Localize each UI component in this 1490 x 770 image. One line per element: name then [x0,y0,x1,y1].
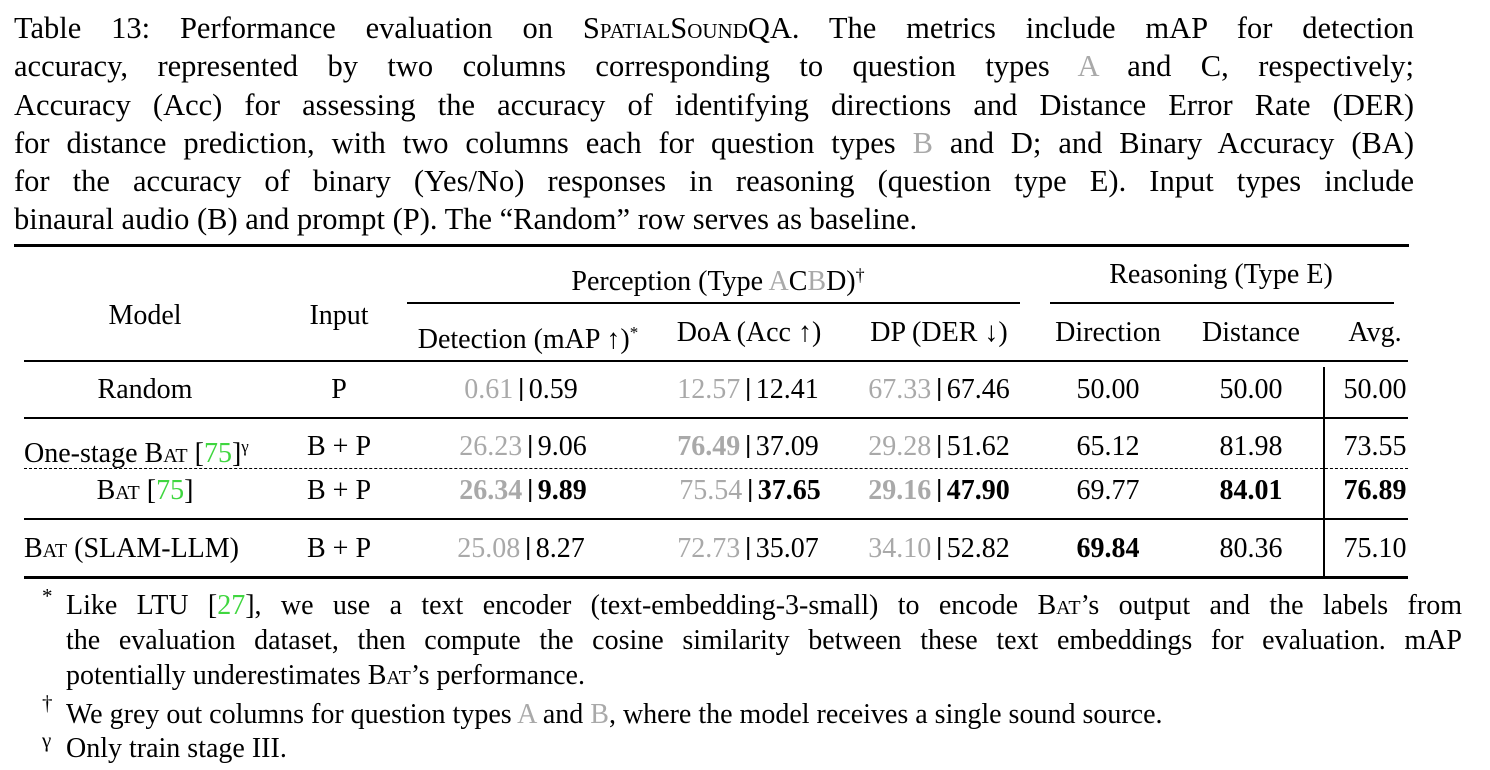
detection-cell: 0.61 0.59 [464,374,578,405]
dataset-name: SpatialSound [582,11,748,45]
direction-cell: 50.00 [1076,374,1140,405]
distance-column-header: Distance [1202,317,1300,348]
direction-cell: 69.84 [1076,533,1140,564]
distance-cell: 81.98 [1219,431,1283,462]
caption-line: Table 13: Performance evaluation on Spat… [14,11,1414,45]
avg-cell: 73.55 [1343,431,1407,462]
table-caption: Table 13: Performance evaluation on Spat… [14,9,1414,239]
reasoning-group-header: Reasoning (Type E) [1109,259,1333,290]
detection-cell: 26.34 9.89 [459,475,587,506]
doa-cell: 75.54 37.65 [679,475,821,506]
avg-cell: 75.10 [1343,533,1407,564]
table-cell: B + P [306,533,372,564]
model-column-header: Model [108,300,182,331]
avg-column-header: Avg. [1348,317,1402,348]
citation-link[interactable]: 75 [156,475,185,506]
footnote-dagger: We grey out columns for question types A… [66,699,1163,730]
row-bat-model: Bat [75] [96,475,194,506]
citation-link[interactable]: 27 [217,590,246,621]
caption-line: for distance prediction, with two column… [14,125,1415,160]
caption-line: Accuracy (Acc) for assessing the accurac… [14,87,1414,122]
distance-cell: 80.36 [1219,533,1283,564]
citation-link[interactable]: 75 [203,438,232,469]
direction-cell: 69.77 [1076,475,1140,506]
direction-cell: 65.12 [1076,431,1140,462]
distance-cell: 50.00 [1219,374,1283,405]
avg-column-divider [1323,367,1325,577]
doa-column-header: DoA (Acc ↑) [676,317,822,348]
footnote-gamma: Only train stage III. [66,733,287,764]
row-separator [24,518,1408,520]
reasoning-group-rule [1050,302,1394,304]
row-one-stage-bat-model: One-stage Bat [75]γ [24,437,249,469]
footnote-star: Like LTU [27], we use a text encoder (te… [66,590,1462,691]
doa-cell: 12.57 12.41 [677,374,819,405]
avg-cell: 76.89 [1343,475,1407,506]
dp-cell: 67.33 67.46 [868,374,1010,405]
caption-line: accuracy, represented by two columns cor… [14,49,1415,84]
detection-cell: 25.08 8.27 [457,533,585,564]
distance-cell: 84.01 [1219,475,1283,506]
row-random-model: Random [97,374,193,405]
header-bottom-rule [24,360,1408,362]
doa-cell: 72.73 35.07 [677,533,819,564]
doa-cell: 76.49 37.09 [677,431,819,462]
dp-column-header: DP (DER ↓) [870,317,1008,348]
table-cell: P [331,374,347,405]
table-cell: B + P [306,475,372,506]
table-cell: B + P [306,431,372,462]
dp-cell: 29.28 51.62 [868,431,1010,462]
avg-cell: 50.00 [1343,374,1407,405]
dp-cell: 29.16 47.90 [868,475,1010,506]
dp-cell: 34.10 52.82 [868,533,1010,564]
input-column-header: Input [309,300,369,331]
table-top-rule [14,244,1409,247]
direction-column-header: Direction [1055,317,1161,348]
perception-group-rule [407,302,1020,304]
row-separator [24,417,1408,419]
table-bottom-rule [24,576,1408,579]
caption-line: for the accuracy of binary (Yes/No) resp… [14,164,1414,199]
detection-column-header: Detection (mAP ↑)* [417,323,639,355]
footnote-star-mark: * [42,584,53,608]
caption-line: binaural audio (B) and prompt (P). The “… [14,202,918,237]
row-bat-slam-llm-model: Bat (SLAM-LLM) [24,533,239,564]
footnote-gamma-mark: γ [42,728,52,752]
dashed-separator [24,468,1408,469]
detection-cell: 26.23 9.06 [459,431,587,462]
perception-group-header: Perception (Type ACBD)† [571,265,865,297]
footnote-dagger-mark: † [42,691,53,715]
